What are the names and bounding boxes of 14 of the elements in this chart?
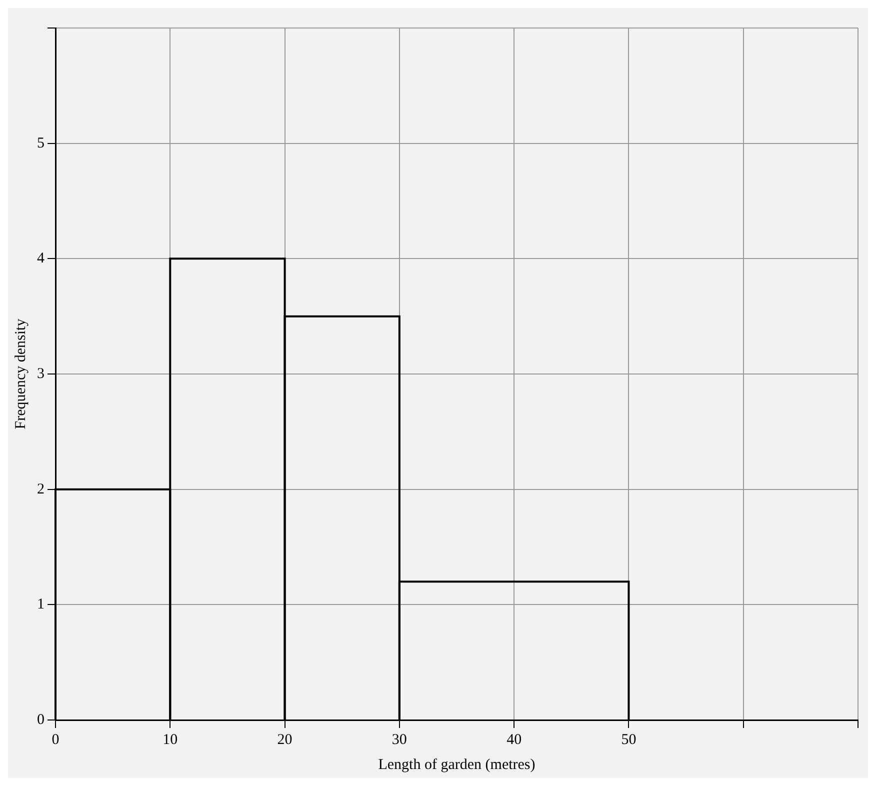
y-axis-title: Frequency density [12, 318, 29, 430]
x-tick-label: 40 [506, 732, 522, 748]
y-tick-label: 2 [37, 481, 44, 498]
y-tick-label: 0 [37, 712, 44, 728]
x-tick-label: 0 [52, 732, 60, 748]
y-tick-label: 4 [37, 250, 45, 267]
x-tick-label: 30 [392, 732, 407, 748]
x-tick-label: 50 [621, 732, 636, 748]
x-tick-label: 20 [277, 732, 292, 748]
y-tick-label: 5 [37, 135, 44, 152]
y-tick-label: 3 [37, 366, 44, 382]
x-axis-title: Length of garden (metres) [378, 756, 536, 773]
x-tick-label: 10 [162, 732, 178, 748]
y-tick-label: 1 [37, 596, 44, 613]
